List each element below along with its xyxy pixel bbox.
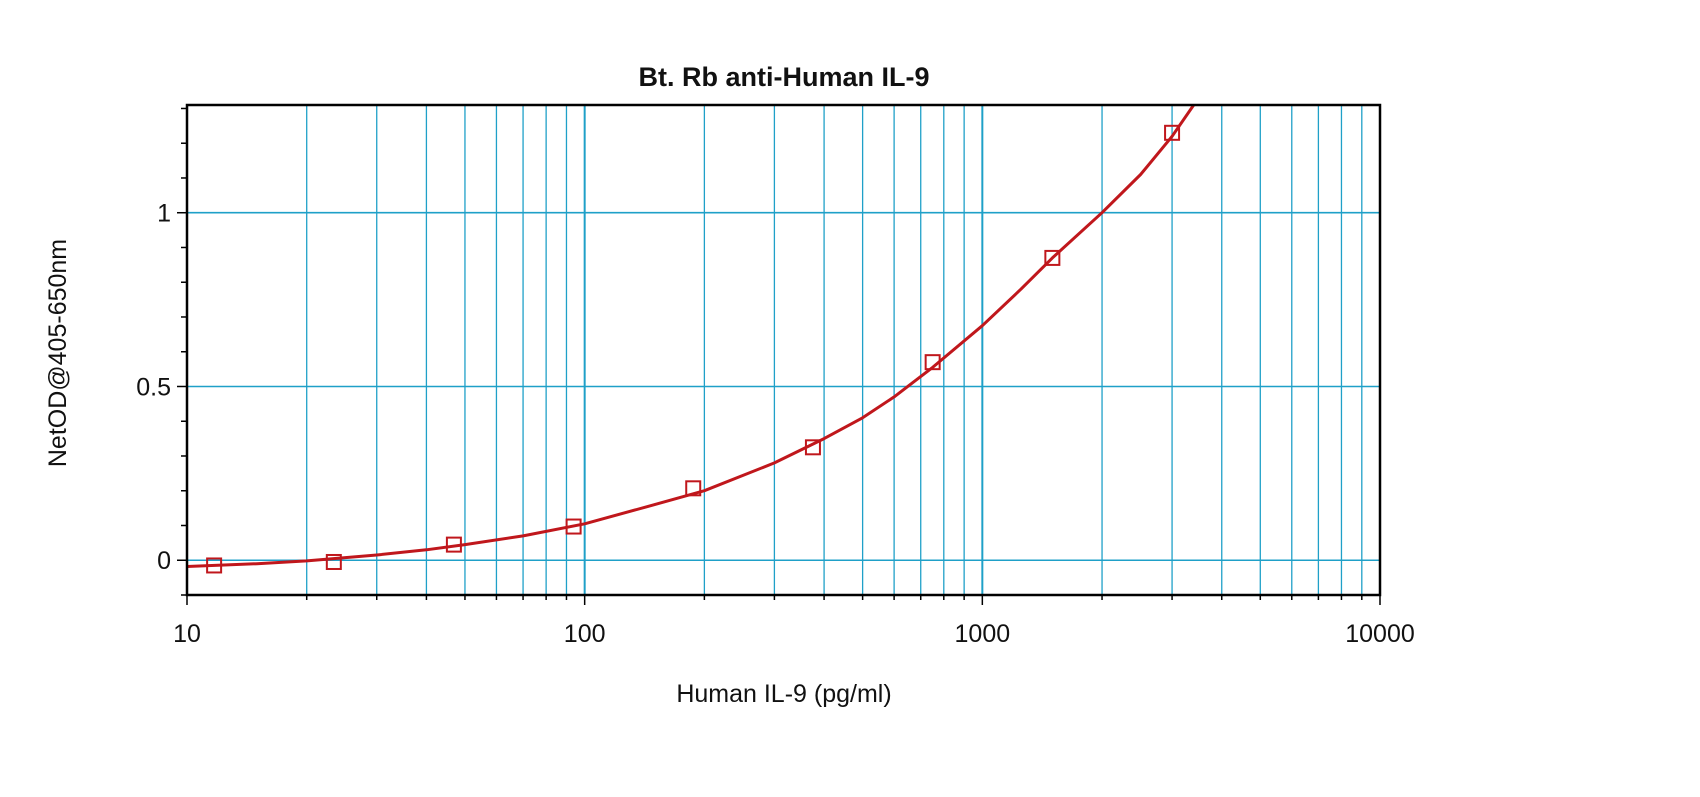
data-point [1164, 124, 1181, 141]
axis-ticks [177, 107, 1381, 605]
chart-title: Bt. Rb anti-Human IL-9 [639, 62, 930, 92]
data-point [685, 480, 702, 497]
x-axis-label: Human IL-9 (pg/ml) [676, 680, 891, 708]
data-point [565, 518, 582, 535]
x-tick-label: 1000 [955, 620, 1011, 648]
x-tick-label: 10000 [1345, 620, 1415, 648]
x-tick-labels: 10 100 1000 10000 [173, 620, 1415, 648]
data-point [1044, 249, 1061, 266]
y-tick-label: 0.5 [136, 373, 171, 401]
y-tick-label: 1 [157, 200, 171, 228]
data-point [206, 557, 223, 574]
y-axis-label: NetOD@405-650nm [44, 239, 72, 467]
fit-curve-line [186, 104, 1195, 568]
x-tick-label: 10 [173, 620, 201, 648]
data-point [325, 553, 342, 570]
data-point [804, 439, 821, 456]
grid [187, 105, 1380, 595]
data-point [445, 536, 462, 553]
data-point [924, 354, 941, 371]
plot-frame [185, 103, 1382, 597]
fit-curve-layer [186, 104, 1195, 568]
data-points [206, 124, 1181, 574]
y-tick-labels: 00.51 [136, 200, 171, 576]
y-tick-label: 0 [157, 547, 171, 575]
x-tick-label: 100 [564, 620, 606, 648]
